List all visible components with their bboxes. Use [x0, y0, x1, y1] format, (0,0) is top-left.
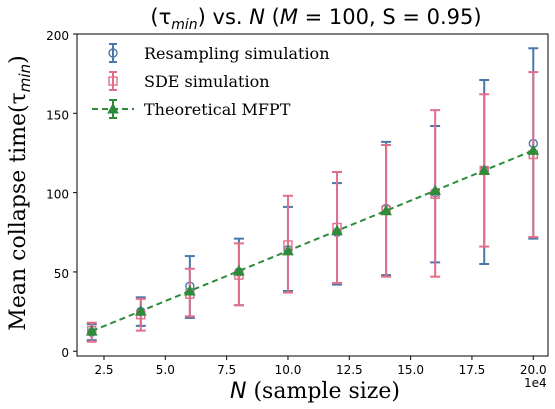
y-tick-label: 150	[46, 108, 69, 122]
series-1	[86, 47, 539, 342]
x-tick-label: 2.5	[94, 363, 113, 377]
legend: Resampling simulation SDE simulation Theor…	[92, 43, 330, 119]
legend-item-3: Theoretical MFPT	[92, 99, 291, 119]
plot-area	[76, 33, 549, 357]
legend-item-2: SDE simulation	[108, 71, 270, 91]
x-offset-label: 1e4	[524, 376, 547, 390]
chart-title: (τmin) vs. N (M = 100, S = 0.95)	[150, 5, 481, 33]
data-point	[85, 325, 98, 336]
data-point	[183, 284, 196, 296]
x-tick-label: 15.0	[397, 363, 424, 377]
y-tick-label: 0	[61, 346, 69, 360]
legend-marker	[107, 102, 119, 114]
x-axis: 2.5 5.0 7.5 10.0 12.5 15.0 17.5 20.0	[94, 356, 547, 377]
data-point	[282, 244, 294, 256]
data-point	[380, 204, 392, 216]
x-axis-label: N (sample size)	[230, 379, 400, 404]
data-point	[478, 164, 491, 175]
y-axis: 0 50 100 150 200	[46, 29, 77, 360]
legend-label: Resampling simulation	[144, 44, 330, 63]
x-tick-label: 7.5	[217, 363, 236, 377]
series-3	[85, 144, 540, 336]
x-tick-label: 10.0	[275, 363, 302, 377]
data-point	[233, 264, 245, 276]
y-tick-label: 50	[54, 267, 69, 281]
x-tick-label: 20.0	[520, 363, 547, 377]
y-tick-label: 200	[46, 29, 69, 43]
series-line	[91, 149, 534, 333]
y-axis-label: Mean collapse time(τmin)	[6, 55, 34, 330]
data-point	[134, 305, 147, 316]
legend-label: SDE simulation	[144, 72, 270, 91]
legend-item-1: Resampling simulation	[108, 43, 330, 63]
data-point	[527, 144, 540, 155]
data-point	[331, 224, 343, 236]
x-tick-label: 12.5	[336, 363, 363, 377]
legend-label: Theoretical MFPT	[144, 100, 291, 119]
series-layer	[85, 47, 540, 343]
y-tick-label: 100	[46, 188, 69, 202]
legend-marker	[108, 76, 118, 86]
x-tick-label: 17.5	[459, 363, 486, 377]
x-tick-label: 5.0	[156, 363, 175, 377]
legend-marker	[108, 48, 118, 58]
data-point	[429, 184, 442, 196]
